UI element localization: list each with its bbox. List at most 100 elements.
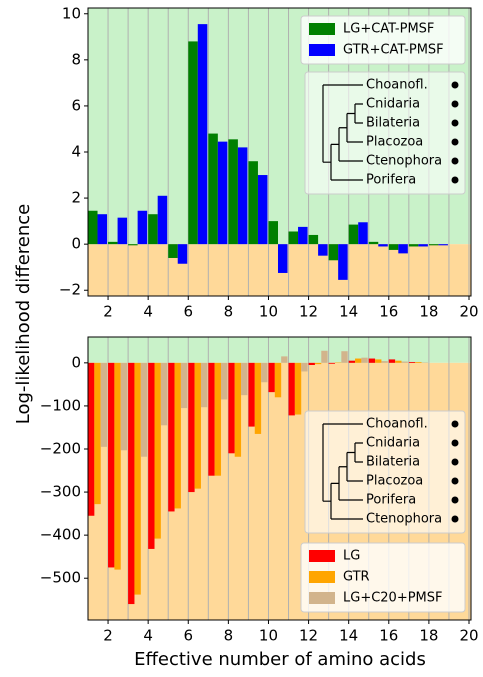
bar <box>389 359 395 362</box>
x-tick-label: 18 <box>419 303 438 321</box>
bar <box>238 147 248 244</box>
bar <box>289 363 295 416</box>
bar <box>321 351 327 363</box>
bar <box>98 214 108 244</box>
y-tick-label: −100 <box>40 396 81 414</box>
bar <box>261 363 267 382</box>
bar <box>338 244 348 280</box>
x-tick-label: 14 <box>339 627 358 645</box>
y-tick-label: 10 <box>62 4 81 22</box>
bar <box>218 142 228 245</box>
bar <box>349 225 359 245</box>
taxon-icon <box>452 101 459 108</box>
bar <box>208 363 214 476</box>
bar <box>349 361 355 363</box>
bar <box>381 361 387 363</box>
bar <box>369 359 375 363</box>
bar <box>358 222 368 244</box>
y-tick-label: −200 <box>40 439 81 457</box>
bar <box>168 363 174 512</box>
taxon-label: Ctenophora <box>366 154 442 169</box>
x-tick-label: 16 <box>379 627 398 645</box>
bar <box>409 244 419 246</box>
legend-label: GTR+CAT-PMSF <box>343 43 444 58</box>
y-tick-label: 4 <box>71 143 81 161</box>
legend-swatch <box>309 23 335 35</box>
bar <box>295 363 301 415</box>
taxon-icon <box>452 139 459 146</box>
legend-label: GTR <box>343 570 370 585</box>
bar <box>221 363 227 400</box>
y-tick-label: −400 <box>40 526 81 544</box>
bar <box>128 363 134 604</box>
taxon-icon <box>452 421 459 428</box>
legend-swatch <box>309 592 335 604</box>
bar <box>369 242 379 244</box>
bar <box>415 362 421 363</box>
taxon-icon <box>452 177 459 184</box>
x-tick-label: 18 <box>419 627 438 645</box>
taxon-label: Cnidaria <box>366 97 420 112</box>
bar <box>309 235 319 244</box>
y-tick-label: −300 <box>40 483 81 501</box>
bar <box>128 244 138 245</box>
taxon-label: Ctenophora <box>366 512 442 527</box>
taxon-label: Placozoa <box>366 135 423 150</box>
bar <box>208 134 218 245</box>
taxon-icon <box>452 120 459 127</box>
bar <box>134 363 140 595</box>
x-tick-label: 12 <box>299 627 318 645</box>
bar <box>141 363 147 457</box>
bar <box>329 363 335 364</box>
bar <box>395 361 401 363</box>
taxon-label: Porifera <box>366 493 416 508</box>
bar <box>121 363 127 450</box>
legend-label: LG <box>343 549 360 564</box>
x-tick-label: 2 <box>103 303 113 321</box>
bar <box>258 175 268 244</box>
taxon-label: Bilateria <box>366 116 420 131</box>
bar <box>181 363 187 408</box>
bar <box>341 351 347 363</box>
x-tick-label: 4 <box>143 303 153 321</box>
bar <box>228 363 234 453</box>
legend-swatch <box>309 571 335 583</box>
taxon-icon <box>452 440 459 447</box>
bar <box>409 362 415 363</box>
taxon-icon <box>452 478 459 485</box>
legend-label: LG+C20+PMSF <box>343 591 443 606</box>
x-tick-label: 14 <box>339 303 358 321</box>
y-tick-label: 6 <box>71 96 81 114</box>
bar <box>158 196 168 244</box>
bar <box>118 218 128 244</box>
x-tick-label: 20 <box>459 627 478 645</box>
bar <box>198 24 208 244</box>
bar <box>275 363 281 397</box>
bar <box>108 242 118 244</box>
bar <box>188 41 198 244</box>
taxon-icon <box>452 82 459 89</box>
bar <box>235 363 241 457</box>
bar <box>375 359 381 362</box>
bar <box>178 244 188 264</box>
bar <box>188 363 194 492</box>
bar <box>318 244 328 256</box>
bar <box>215 363 221 476</box>
bar <box>268 363 274 392</box>
bar <box>101 363 107 447</box>
bar <box>248 161 258 244</box>
bar <box>255 363 261 434</box>
bar <box>361 358 367 363</box>
bar <box>155 363 161 539</box>
bar <box>389 244 399 250</box>
y-tick-label: 0 <box>71 353 81 371</box>
bar <box>315 363 321 364</box>
x-tick-label: 2 <box>103 627 113 645</box>
y-tick-label: 0 <box>71 235 81 253</box>
bar <box>201 363 207 407</box>
taxon-label: Placozoa <box>366 474 423 489</box>
bar <box>168 244 178 258</box>
legend-label: LG+CAT-PMSF <box>343 22 434 37</box>
taxon-label: Choanofl. <box>366 417 428 432</box>
